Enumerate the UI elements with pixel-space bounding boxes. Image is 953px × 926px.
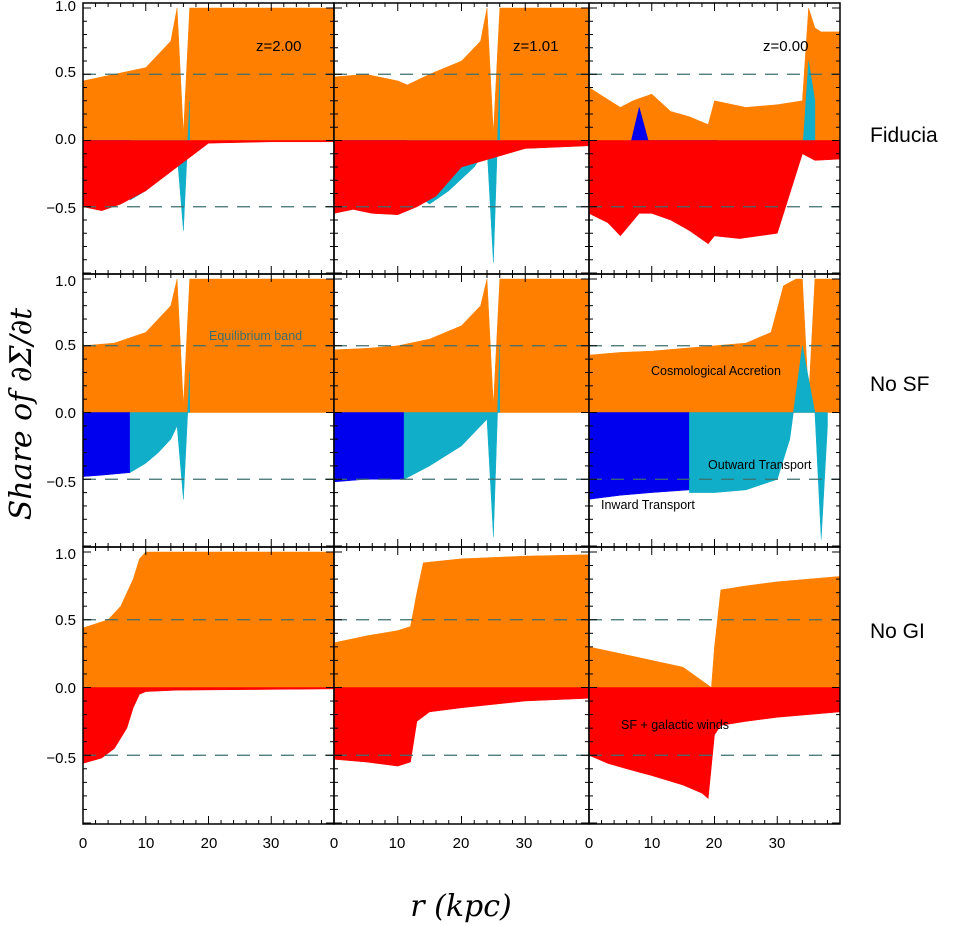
- area-cosmological-accretion: [589, 7, 840, 141]
- annotation-cosmological-accretion: Cosmological Accretion: [651, 364, 781, 378]
- area-sf-winds: [83, 140, 334, 211]
- panel-1-1: [83, 7, 334, 231]
- area-outward-transport: [403, 345, 501, 537]
- y-tick-label: −0.5: [46, 750, 76, 767]
- area-sf-winds: [589, 687, 840, 800]
- y-tick-label: 0.5: [55, 612, 76, 629]
- area-cosmological-accretion: [334, 7, 589, 141]
- panel-3-1: [83, 551, 334, 764]
- x-tick-label: 20: [201, 835, 218, 852]
- area-sf-winds: [83, 687, 334, 764]
- x-tick-label: 0: [79, 835, 87, 852]
- area-cosmological-accretion: [334, 554, 589, 688]
- area-outward-transport: [689, 345, 828, 540]
- panel-2-1: [83, 278, 334, 500]
- area-sf-winds: [334, 687, 589, 767]
- redshift-label-col-1: z=2.00: [256, 38, 301, 55]
- x-tick-label: 20: [706, 835, 723, 852]
- x-tick-label: 10: [138, 835, 155, 852]
- y-tick-label: 1.0: [55, 0, 76, 15]
- y-axis-label: Share of ∂Σ/∂t: [4, 307, 39, 520]
- y-tick-label: 1.0: [55, 273, 76, 290]
- area-cosmological-accretion: [83, 7, 334, 141]
- area-inward-transport: [589, 412, 690, 500]
- area-inward-transport: [83, 412, 131, 477]
- panel-3-3: [589, 576, 840, 800]
- annotation-equilibrium-band: Equilibrium band: [209, 329, 302, 343]
- y-tick-label: 0.0: [55, 405, 76, 422]
- row-label-fiducial: Fiducia: [870, 124, 938, 147]
- annotation-outward-transport: Outward Transport: [708, 458, 812, 472]
- area-cosmological-accretion: [589, 576, 840, 688]
- x-tick-labels-col-3: 0 10 20 30: [585, 835, 786, 852]
- y-tick-labels-row-2: 1.0 0.5 0.0 −0.5: [46, 273, 76, 491]
- y-tick-labels-row-3: 1.0 0.5 0.0 −0.5: [46, 546, 76, 767]
- row-label-no-sf: No SF: [870, 373, 930, 396]
- x-tick-label: 30: [769, 835, 786, 852]
- area-outward-transport: [129, 372, 190, 500]
- area-sf-winds: [589, 140, 840, 245]
- y-tick-labels-row-1: 1.0 0.5 0.0 −0.5: [46, 0, 76, 217]
- panel-1-2: [334, 7, 589, 263]
- annotation-inward-transport: Inward Transport: [601, 498, 695, 512]
- area-cosmological-accretion: [334, 278, 589, 413]
- x-tick-labels-col-1: 0 10 20 30: [79, 835, 280, 852]
- area-cosmological-accretion: [589, 278, 840, 413]
- x-tick-label: 20: [453, 835, 470, 852]
- y-tick-label: 0.0: [55, 131, 76, 148]
- panel-3-2: [334, 554, 589, 767]
- x-tick-label: 10: [644, 835, 661, 852]
- panel-2-2: [334, 278, 589, 537]
- annotation-sf-winds: SF + galactic winds: [621, 718, 729, 732]
- y-tick-label: −0.5: [46, 474, 76, 491]
- area-inward-transport: [334, 412, 405, 483]
- x-tick-label: 0: [585, 835, 593, 852]
- y-tick-label: 1.0: [55, 546, 76, 563]
- panel-grid: [82, 2, 841, 825]
- x-tick-label: 0: [330, 835, 338, 852]
- x-tick-label: 30: [263, 835, 280, 852]
- x-tick-label: 30: [516, 835, 533, 852]
- y-tick-label: 0.0: [55, 680, 76, 697]
- area-cosmological-accretion: [83, 551, 334, 688]
- redshift-label-col-2: z=1.01: [513, 38, 558, 55]
- x-tick-labels-col-2: 0 10 20 30: [330, 835, 533, 852]
- redshift-label-col-3: z=0.00: [763, 38, 808, 55]
- area-sf-winds: [334, 140, 589, 215]
- area-cosmological-accretion: [83, 278, 334, 413]
- panel-1-3: [589, 7, 840, 245]
- y-tick-label: 0.5: [55, 64, 76, 81]
- y-tick-label: 0.5: [55, 337, 76, 354]
- row-label-no-gi: No GI: [870, 620, 925, 643]
- x-axis-label: r (kpc): [410, 889, 511, 924]
- x-tick-label: 10: [389, 835, 406, 852]
- y-tick-label: −0.5: [46, 200, 76, 217]
- panel-2-3: [589, 278, 840, 540]
